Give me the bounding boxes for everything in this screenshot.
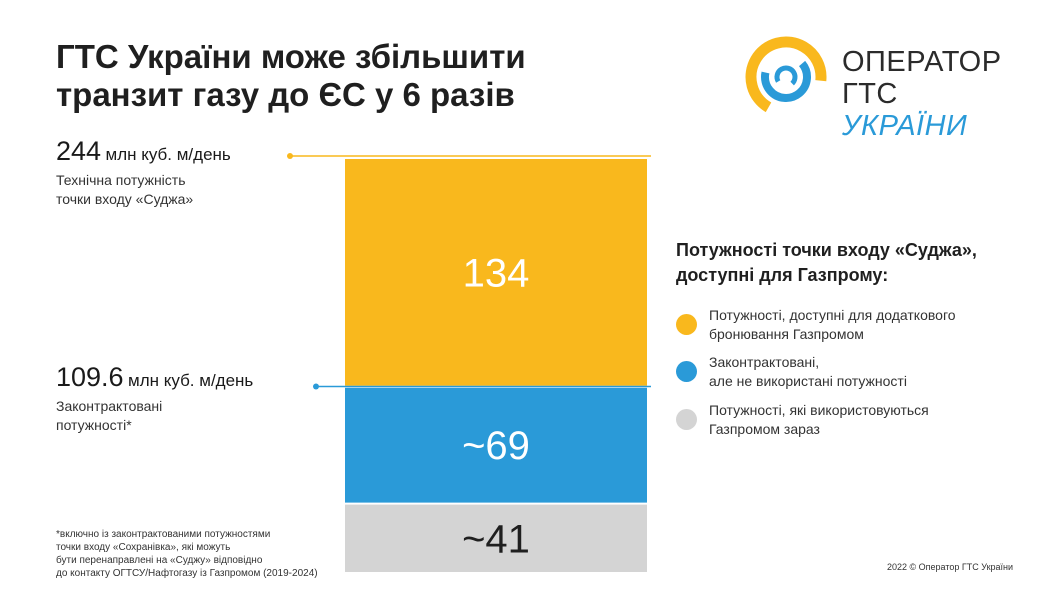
legend-item-used-line-2: Газпромом зараз	[709, 421, 820, 437]
annotation-mid-unit: млн куб. м/день	[128, 371, 254, 390]
legend-dot-gray	[676, 409, 697, 430]
footnote-line-4: до контакту ОГТСУ/Нафтогазу із Газпромом…	[56, 568, 318, 579]
logo-line-1: ОПЕРАТОР	[842, 46, 1002, 78]
annotation-top: 244 млн куб. м/день Технічна потужність …	[56, 136, 231, 209]
annotation-mid-heading: 109.6 млн куб. м/день	[56, 362, 253, 393]
legend-title-line-2: доступні для Газпрому:	[676, 265, 889, 285]
annotation-top-unit: млн куб. м/день	[105, 145, 231, 164]
page-title: ГТС України може збільшити транзит газу …	[56, 38, 526, 114]
bar-label-2: 134	[463, 251, 530, 295]
operator-gts-logo: ОПЕРАТОР ГТС УКРАЇНИ	[742, 32, 1012, 142]
footnote: *включно із законтрактованими потужностя…	[56, 528, 318, 580]
annotation-top-heading: 244 млн куб. м/день	[56, 136, 231, 167]
bar-segment-0	[345, 504, 647, 572]
footnote-line-2: точки входу «Сохранівка», які можуть	[56, 542, 231, 553]
logo-line-2b: УКРАЇНИ	[842, 110, 968, 142]
title-line-1: ГТС України може збільшити	[56, 38, 526, 75]
annotation-mid-desc-1: Законтрактовані	[56, 398, 163, 414]
legend-title-line-1: Потужності точки входу «Суджа»,	[676, 240, 977, 260]
legend-item-contracted-line-2: але не використані потужності	[709, 373, 907, 389]
logo-line-2: ГТС УКРАЇНИ	[842, 78, 967, 142]
legend-item-available-line-2: бронювання Газпромом	[709, 326, 864, 342]
legend-title: Потужності точки входу «Суджа», доступні…	[676, 238, 977, 288]
logo-line-2a: ГТС	[842, 78, 898, 110]
bar-segment-1	[345, 387, 647, 503]
logo-swirl-icon	[745, 36, 827, 118]
copyright: 2022 © Оператор ГТС України	[887, 562, 1014, 572]
annotation-top-desc-1: Технічна потужність	[56, 172, 186, 188]
legend-item-available-text: Потужності, доступні для додаткового бро…	[709, 306, 956, 344]
legend-dot-blue	[676, 361, 697, 382]
legend-item-used-text: Потужності, які використовуються Газпром…	[709, 401, 929, 439]
annotation-mid-desc: Законтрактовані потужності*	[56, 397, 253, 435]
ref-line-109-6-dot	[313, 383, 319, 390]
legend-item-contracted-line-1: Законтрактовані,	[709, 354, 820, 370]
footnote-line-1: *включно із законтрактованими потужностя…	[56, 529, 271, 540]
logo-text: ОПЕРАТОР ГТС УКРАЇНИ	[842, 46, 1012, 142]
annotation-top-value: 244	[56, 136, 102, 166]
legend-dot-yellow	[676, 314, 697, 335]
ref-line-244-dot	[287, 153, 293, 159]
annotation-top-desc: Технічна потужність точки входу «Суджа»	[56, 171, 231, 209]
legend-item-used-line-1: Потужності, які використовуються	[709, 402, 929, 418]
annotation-mid-value: 109.6	[56, 362, 124, 392]
legend-item-contracted-text: Законтрактовані, але не використані поту…	[709, 353, 907, 391]
annotation-top-desc-2: точки входу «Суджа»	[56, 191, 194, 207]
legend-item-contracted: Законтрактовані, але не використані поту…	[676, 353, 907, 391]
legend-item-available: Потужності, доступні для додаткового бро…	[676, 306, 956, 344]
annotation-mid: 109.6 млн куб. м/день Законтрактовані по…	[56, 362, 253, 435]
bar-label-1: ~69	[462, 424, 530, 468]
title-line-2: транзит газу до ЄС у 6 разів	[56, 76, 515, 113]
legend-item-available-line-1: Потужності, доступні для додаткового	[709, 307, 956, 323]
footnote-line-3: бути перенаправлені на «Суджу» відповідн…	[56, 555, 263, 566]
bar-label-0: ~41	[462, 517, 530, 561]
bar-segment-2	[345, 159, 647, 386]
legend-item-used: Потужності, які використовуються Газпром…	[676, 401, 929, 439]
annotation-mid-desc-2: потужності*	[56, 417, 132, 433]
